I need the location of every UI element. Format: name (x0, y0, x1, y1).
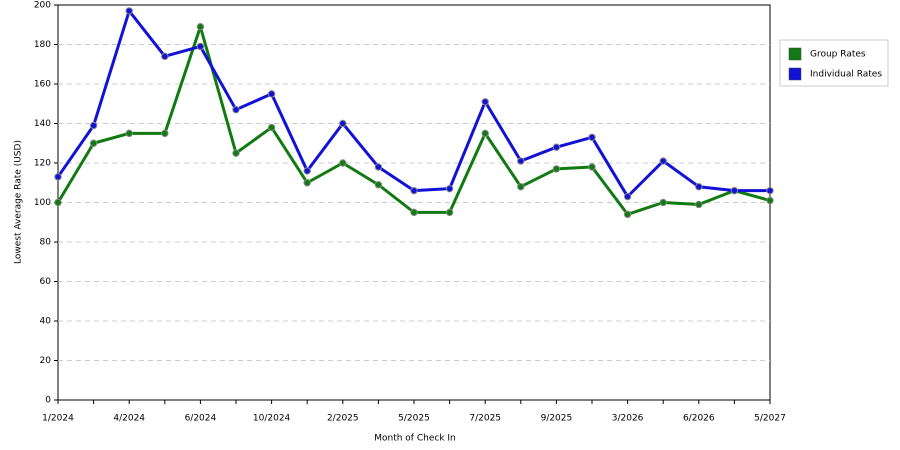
data-point (232, 105, 240, 114)
data-point (161, 129, 169, 138)
data-point (766, 186, 774, 195)
data-point (339, 159, 347, 167)
legend-swatch (788, 47, 802, 61)
data-point (303, 167, 311, 175)
data-point (125, 7, 133, 15)
x-tick-label: 10/2024 (253, 414, 291, 424)
legend-label: Individual Rates (810, 70, 882, 80)
y-tick-label: 160 (34, 80, 51, 90)
data-point (303, 179, 311, 187)
data-point (267, 123, 276, 132)
data-point (54, 198, 62, 207)
data-point (588, 133, 596, 142)
data-point (196, 42, 205, 51)
y-tick-label: 120 (34, 159, 51, 169)
y-tick-label: 140 (34, 119, 51, 129)
data-point (623, 192, 632, 201)
data-point (410, 186, 418, 195)
data-point (196, 23, 205, 31)
legend-swatch (788, 67, 802, 81)
data-point (339, 119, 347, 128)
data-point (766, 196, 774, 205)
x-tick-label: 6/2024 (185, 414, 217, 424)
data-point (659, 157, 667, 165)
data-point (374, 181, 383, 189)
data-point (445, 184, 454, 193)
y-tick-label: 180 (34, 40, 51, 50)
x-axis-title: Month of Check In (374, 434, 456, 444)
x-tick-label: 5/2025 (398, 414, 430, 424)
y-tick-label: 80 (40, 238, 52, 248)
data-point (730, 186, 739, 195)
data-point (659, 198, 667, 207)
y-tick-label: 200 (34, 1, 51, 11)
data-point (89, 121, 98, 130)
y-tick-label: 40 (40, 317, 52, 327)
x-tick-label: 4/2024 (113, 414, 145, 424)
data-point (481, 98, 489, 106)
data-point (588, 163, 596, 171)
data-point (552, 165, 561, 173)
x-tick-label: 7/2025 (469, 414, 501, 424)
data-point (161, 52, 169, 61)
x-tick-label: 3/2026 (612, 414, 644, 424)
data-point (54, 173, 62, 181)
data-point (374, 163, 383, 171)
data-point (481, 129, 489, 138)
x-tick-label: 6/2026 (683, 414, 715, 424)
data-point (695, 183, 703, 191)
data-point (125, 129, 133, 138)
x-tick-label: 2/2025 (327, 414, 359, 424)
x-tick-label: 5/2027 (754, 414, 786, 424)
x-tick-label: 9/2025 (541, 414, 573, 424)
x-tick-label: 1/2024 (42, 414, 74, 424)
data-point (517, 183, 525, 191)
data-point (695, 200, 703, 209)
y-axis-title: Lowest Average Rate (USD) (14, 140, 24, 264)
data-point (410, 208, 418, 217)
data-point (267, 90, 276, 98)
data-point (89, 139, 98, 147)
data-point (445, 208, 454, 217)
data-point (552, 143, 561, 151)
data-point (623, 210, 632, 219)
data-point (517, 157, 525, 165)
data-point (232, 149, 240, 157)
legend-label: Group Rates (810, 50, 866, 60)
y-tick-label: 100 (34, 198, 51, 208)
y-tick-label: 0 (45, 396, 51, 406)
y-tick-label: 20 (40, 356, 52, 366)
y-tick-label: 60 (40, 277, 52, 287)
